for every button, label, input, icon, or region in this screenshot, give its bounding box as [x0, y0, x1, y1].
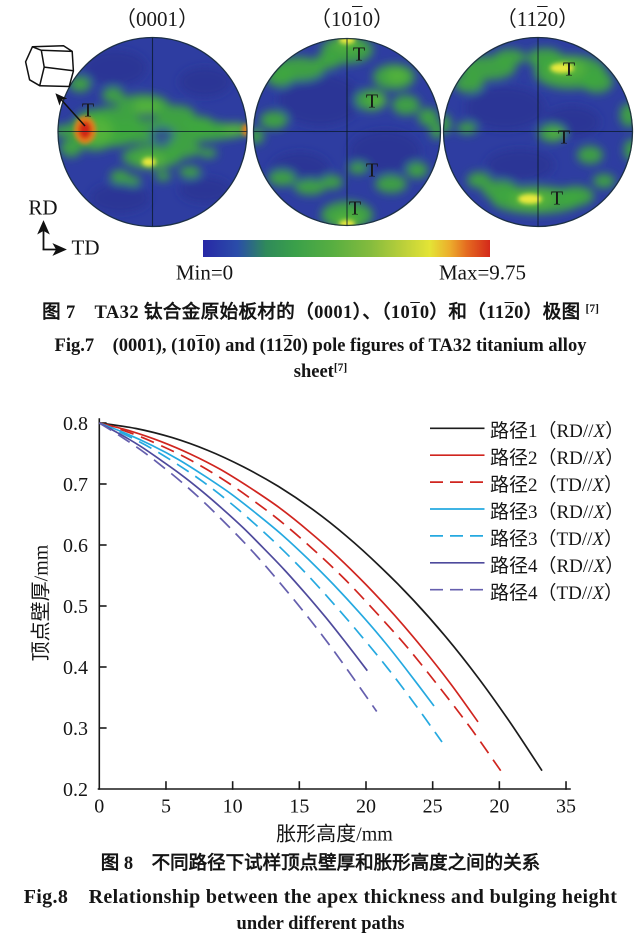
pole-figure-1010 [253, 38, 441, 226]
rd-axis-label: RD [28, 195, 58, 219]
pole-figure-title-1010: （1010） [310, 6, 394, 31]
t-mark: T [365, 90, 379, 113]
colorbar-max-label: Max=9.75 [438, 260, 527, 284]
y-tick-label: 0.6 [63, 534, 88, 557]
y-tick-label: 0.3 [63, 717, 88, 740]
legend-item: 路径2（RD//X） [490, 448, 625, 470]
crystal-pointer-arrow [55, 93, 86, 127]
x-tick-label: 0 [94, 795, 105, 817]
pole-figure-title-1120: （1120） [495, 6, 580, 31]
figure8-caption-zh: 图 8 不同路径下试样顶点壁厚和胀形高度之间的关系 [100, 854, 541, 874]
legend-item: 路径4（RD//X） [490, 555, 625, 577]
pole-figure-0001 [57, 37, 248, 227]
thickness-height-chart [97, 418, 571, 790]
colorbar-min-label: Min=0 [175, 260, 234, 284]
series-curve [98, 422, 378, 712]
legend-item: 路径3（TD//X） [490, 528, 624, 550]
y-tick-label: 0.7 [63, 473, 88, 496]
y-tick-label: 0.4 [63, 656, 88, 679]
chart-x-axis-title: 胀形高度/mm [276, 823, 393, 846]
t-mark: T [348, 197, 362, 220]
series-curve [98, 422, 435, 707]
t-mark: T [365, 159, 379, 182]
t-mark: T [352, 43, 366, 66]
legend-item: 路径3（RD//X） [490, 502, 625, 523]
series-curve [99, 422, 479, 723]
y-tick-label: 0.5 [63, 595, 88, 618]
legend-item: 路径2（TD//X） [490, 475, 624, 497]
hexagonal-prism-icon [24, 45, 75, 88]
figure7-caption-zh: 图 7 TA32 钛合金原始板材的（0001）、（1010）和（1120）极图 … [42, 302, 599, 323]
series-curve [98, 422, 368, 672]
pole-figure-title-0001: （0001） [115, 6, 199, 31]
pole-figures-graphic [24, 36, 634, 257]
x-tick-label: 25 [422, 795, 443, 817]
figure7-caption-en: Fig.7 (0001), (1010) and (1120) pole fig… [54, 336, 587, 356]
x-tick-label: 10 [222, 795, 243, 817]
x-tick-label: 35 [556, 795, 577, 817]
t-mark: T [557, 126, 571, 149]
t-mark: T [550, 187, 564, 210]
x-tick-label: 20 [489, 795, 510, 817]
td-axis-label: TD [71, 235, 100, 260]
colorbar-gradient [203, 240, 490, 257]
legend-item: 路径4（TD//X） [490, 582, 624, 604]
t-mark: T [81, 99, 95, 122]
t-mark: T [562, 58, 576, 81]
legend-item: 路径1（RD//X） [490, 421, 625, 443]
figure8-caption-en: Fig.8 Relationship between the apex thic… [23, 886, 618, 908]
y-tick-label: 0.2 [63, 778, 88, 801]
series-curve [99, 422, 543, 772]
series-curve [98, 422, 443, 743]
figure7-caption-en-line2: sheet[7] [293, 361, 348, 382]
figure8-caption-en-line2: under different paths [236, 914, 405, 934]
x-tick-label: 15 [289, 795, 310, 817]
x-tick-label: 5 [160, 795, 171, 817]
series-curve [99, 422, 502, 772]
chart-axes [97, 418, 571, 790]
y-tick-label: 0.8 [63, 412, 88, 435]
x-tick-label: 20 [356, 795, 376, 817]
pole-figure-1120 [443, 37, 633, 227]
chart-y-axis-title: 顶点壁厚/mm [30, 544, 53, 662]
